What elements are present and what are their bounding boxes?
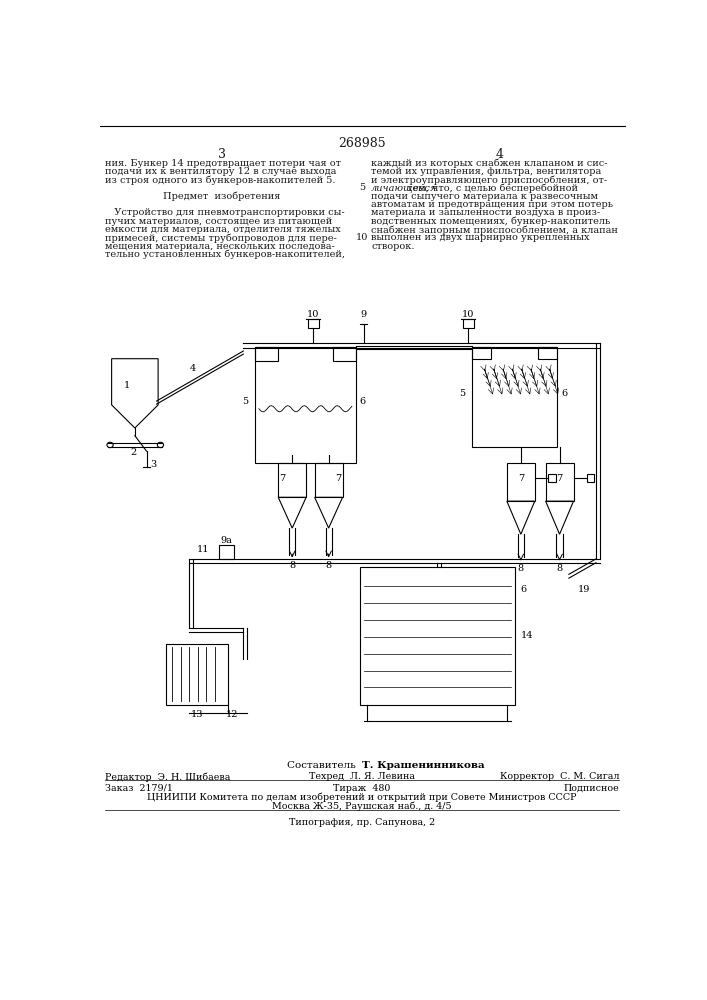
Text: выполнен из двух шарнирно укрепленных: выполнен из двух шарнирно укрепленных — [371, 233, 590, 242]
Text: Корректор  С. М. Сигал: Корректор С. М. Сигал — [500, 772, 619, 781]
Bar — [546, 463, 573, 501]
Text: 10: 10 — [356, 233, 368, 242]
Text: Тираж  480: Тираж 480 — [333, 784, 391, 793]
Bar — [462, 319, 474, 328]
Text: Техред  Л. Я. Левина: Техред Л. Я. Левина — [309, 772, 415, 781]
Text: Подписное: Подписное — [563, 784, 619, 793]
Text: 5: 5 — [460, 389, 466, 398]
Text: Предмет  изобретения: Предмет изобретения — [163, 192, 281, 201]
Text: Составитель: Составитель — [287, 761, 362, 770]
Bar — [472, 347, 557, 447]
Text: 7: 7 — [556, 474, 563, 483]
Text: материала и запыленности воздуха в произ-: материала и запыленности воздуха в произ… — [371, 208, 600, 217]
Text: водственных помещениях, бункер-накопитель: водственных помещениях, бункер-накопител… — [371, 217, 611, 226]
Text: из строя одного из бункеров-накопителей 5.: из строя одного из бункеров-накопителей … — [105, 175, 336, 185]
Bar — [548, 474, 556, 482]
Text: каждый из которых снабжен клапаном и сис-: каждый из которых снабжен клапаном и сис… — [371, 158, 608, 168]
Bar — [538, 347, 557, 359]
Text: Заказ  2179/1: Заказ 2179/1 — [105, 784, 173, 793]
Bar — [218, 545, 234, 559]
Text: 4: 4 — [190, 364, 196, 373]
Bar — [255, 347, 356, 463]
Text: пучих материалов, состоящее из питающей: пучих материалов, состоящее из питающей — [105, 217, 333, 226]
Text: 11: 11 — [197, 545, 209, 554]
Text: 8: 8 — [556, 564, 563, 573]
Text: 8: 8 — [325, 561, 332, 570]
Text: 5: 5 — [243, 397, 249, 406]
Text: Типография, пр. Сапунова, 2: Типография, пр. Сапунова, 2 — [289, 818, 435, 827]
Text: снабжен запорным приспособлением, а клапан: снабжен запорным приспособлением, а клап… — [371, 225, 618, 235]
Bar — [166, 644, 228, 705]
Text: 7: 7 — [518, 474, 524, 483]
Bar — [360, 567, 515, 705]
Text: автоматам и предотвращения при этом потерь: автоматам и предотвращения при этом поте… — [371, 200, 613, 209]
Bar — [472, 347, 491, 359]
Bar — [308, 319, 319, 328]
Text: 3: 3 — [218, 148, 226, 161]
Text: емкости для материала, отделителя тяжелых: емкости для материала, отделителя тяжелы… — [105, 225, 341, 234]
Text: 14: 14 — [521, 631, 533, 640]
Bar — [587, 474, 595, 482]
Text: Редактор  Э. Н. Шибаева: Редактор Э. Н. Шибаева — [105, 772, 230, 782]
Text: 268985: 268985 — [338, 137, 386, 150]
Text: 2: 2 — [130, 448, 136, 457]
Text: тем, что, с целью бесперебойной: тем, что, с целью бесперебойной — [404, 183, 578, 193]
Text: 8: 8 — [289, 561, 296, 570]
Text: тельно установленных бункеров-накопителей,: тельно установленных бункеров-накопителе… — [105, 250, 346, 259]
Text: 19: 19 — [578, 585, 590, 594]
Text: 7: 7 — [279, 474, 285, 483]
Bar — [507, 463, 534, 501]
Text: 12: 12 — [226, 710, 238, 719]
Text: подачи их к вентилятору 12 в случае выхода: подачи их к вентилятору 12 в случае выхо… — [105, 167, 337, 176]
Bar — [332, 347, 356, 361]
Text: ЦНИИПИ Комитета по делам изобретений и открытий при Совете Министров СССР: ЦНИИПИ Комитета по делам изобретений и о… — [147, 793, 577, 802]
Text: подачи сыпучего материала к развесочным: подачи сыпучего материала к развесочным — [371, 192, 598, 201]
Text: мещения материала, нескольких последова-: мещения материала, нескольких последова- — [105, 242, 335, 251]
Text: темой их управления, фильтра, вентилятора: темой их управления, фильтра, вентилятор… — [371, 167, 602, 176]
Text: 4: 4 — [495, 148, 503, 161]
Text: Москва Ж-35, Раушская наб., д. 4/5: Москва Ж-35, Раушская наб., д. 4/5 — [272, 801, 452, 811]
Text: 6: 6 — [521, 585, 527, 594]
Text: и электроуправляющего приспособления, от-: и электроуправляющего приспособления, от… — [371, 175, 607, 185]
Text: 5: 5 — [359, 183, 365, 192]
Text: 9: 9 — [361, 310, 366, 319]
Text: Т. Крашенинникова: Т. Крашенинникова — [362, 761, 484, 770]
Bar — [315, 463, 343, 497]
Text: 8: 8 — [518, 564, 524, 573]
Text: ния. Бункер 14 предотвращает потери чая от: ния. Бункер 14 предотвращает потери чая … — [105, 158, 341, 167]
Bar — [255, 347, 279, 361]
Text: 10: 10 — [462, 310, 474, 319]
Text: 6: 6 — [360, 397, 366, 406]
Text: 1: 1 — [124, 381, 130, 390]
Text: Устройство для пневмотранспортировки сы-: Устройство для пневмотранспортировки сы- — [105, 208, 345, 217]
Bar — [279, 463, 306, 497]
Text: 7: 7 — [336, 474, 341, 483]
Text: примесей, системы трубопроводов для пере-: примесей, системы трубопроводов для пере… — [105, 233, 337, 243]
Text: 6: 6 — [561, 389, 567, 398]
Text: личающееся: личающееся — [371, 183, 438, 192]
Text: 13: 13 — [191, 710, 203, 719]
Text: 9а: 9а — [221, 536, 233, 545]
Text: створок.: створок. — [371, 242, 415, 251]
Text: 10: 10 — [307, 310, 320, 319]
Text: 3: 3 — [151, 460, 157, 469]
